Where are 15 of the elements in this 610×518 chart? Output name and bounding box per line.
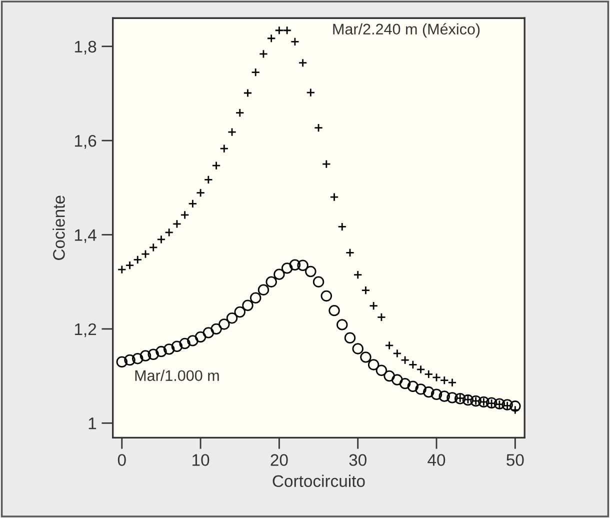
x-tick-label: 40: [428, 454, 446, 466]
x-tick-label: 0: [118, 454, 126, 466]
text: Mar/2.240 m (México): [333, 23, 480, 38]
x-axis-title: Cortocircuito: [272, 474, 365, 488]
y-tick-label: 1,4: [74, 229, 96, 243]
x-tick-label: 20: [270, 454, 288, 466]
x-tick-label: 30: [349, 454, 366, 466]
y-tick-label: 1,8: [74, 40, 96, 55]
y-tick-label: 1: [88, 418, 96, 430]
y-axis-title: Cociente: [52, 196, 65, 260]
y-tick-label: 1,6: [74, 134, 96, 149]
y-tick-label: 1,2: [74, 323, 96, 338]
series-label: Mar/1.000 m: [135, 370, 219, 382]
x-tick-label: 50: [506, 454, 524, 466]
x-tick-label: 10: [192, 454, 210, 466]
